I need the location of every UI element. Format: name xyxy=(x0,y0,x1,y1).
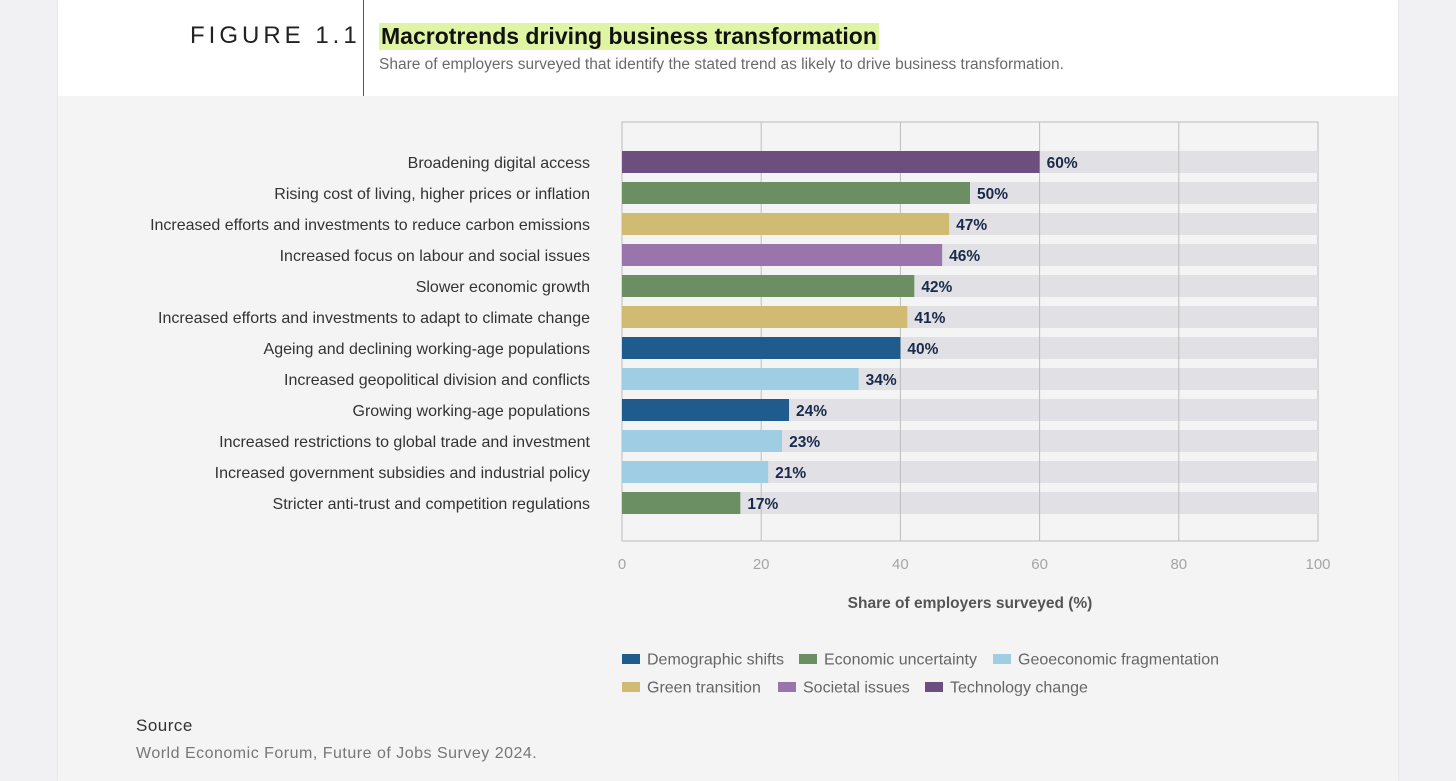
legend-label: Economic uncertainty xyxy=(824,652,977,669)
bar xyxy=(622,399,790,421)
bar-track xyxy=(622,399,1318,421)
category-label: Increased efforts and investments to ada… xyxy=(158,310,590,327)
category-label: Ageing and declining working-age populat… xyxy=(264,341,590,358)
legend-label: Societal issues xyxy=(803,680,910,697)
figure-number: FIGURE 1.1 xyxy=(190,22,361,49)
legend-swatch xyxy=(622,682,640,692)
bar xyxy=(622,337,901,359)
x-tick-label: 20 xyxy=(753,556,770,573)
bar-value-label: 34% xyxy=(866,372,897,389)
bar-value-label: 17% xyxy=(747,496,778,513)
category-label: Increased restrictions to global trade a… xyxy=(219,434,590,451)
bar xyxy=(622,213,950,235)
bar xyxy=(622,430,783,452)
bar-value-label: 60% xyxy=(1047,155,1078,172)
header-divider xyxy=(363,0,364,96)
figure-header: FIGURE 1.1 Macrotrends driving business … xyxy=(58,0,1398,96)
x-tick-label: 100 xyxy=(1305,556,1330,573)
bar-value-label: 50% xyxy=(977,186,1008,203)
bar-track xyxy=(622,492,1318,514)
bar-value-label: 40% xyxy=(907,341,938,358)
category-label: Broadening digital access xyxy=(408,155,590,172)
bar xyxy=(622,368,859,390)
category-label: Slower economic growth xyxy=(416,279,590,296)
category-label: Increased geopolitical division and conf… xyxy=(284,372,590,389)
x-tick-label: 80 xyxy=(1170,556,1187,573)
chart-title: Macrotrends driving business transformat… xyxy=(379,23,879,50)
bar-track xyxy=(622,461,1318,483)
source-text: World Economic Forum, Future of Jobs Sur… xyxy=(136,745,538,762)
category-label: Increased focus on labour and social iss… xyxy=(280,248,590,265)
bar-value-label: 24% xyxy=(796,403,827,420)
legend-label: Demographic shifts xyxy=(647,652,784,669)
chart-subtitle: Share of employers surveyed that identif… xyxy=(379,56,1064,73)
category-label: Increased efforts and investments to red… xyxy=(150,217,590,234)
bar-value-label: 21% xyxy=(775,465,806,482)
legend-swatch xyxy=(622,654,640,664)
bar xyxy=(622,306,908,328)
category-label: Rising cost of living, higher prices or … xyxy=(274,186,590,203)
bar-value-label: 42% xyxy=(921,279,952,296)
legend-label: Green transition xyxy=(647,680,761,697)
x-tick-label: 40 xyxy=(892,556,909,573)
legend-label: Geoeconomic fragmentation xyxy=(1018,652,1219,669)
x-tick-label: 60 xyxy=(1031,556,1048,573)
x-axis-title: Share of employers surveyed (%) xyxy=(848,595,1093,612)
bar xyxy=(622,275,915,297)
legend-label: Technology change xyxy=(950,680,1088,697)
bar-value-label: 41% xyxy=(914,310,945,327)
bar xyxy=(622,244,943,266)
bar xyxy=(622,182,970,204)
bar xyxy=(622,151,1040,173)
bar xyxy=(622,461,769,483)
legend-swatch xyxy=(778,682,796,692)
legend-swatch xyxy=(993,654,1011,664)
bar xyxy=(622,492,741,514)
bar-track xyxy=(622,430,1318,452)
legend-swatch xyxy=(925,682,943,692)
bar-value-label: 46% xyxy=(949,248,980,265)
category-label: Stricter anti-trust and competition regu… xyxy=(273,496,590,513)
bar-value-label: 47% xyxy=(956,217,987,234)
category-label: Growing working-age populations xyxy=(353,403,590,420)
legend-swatch xyxy=(799,654,817,664)
x-tick-label: 0 xyxy=(618,556,626,573)
source-label: Source xyxy=(136,716,193,735)
category-label: Increased government subsidies and indus… xyxy=(215,465,590,482)
bar-value-label: 23% xyxy=(789,434,820,451)
